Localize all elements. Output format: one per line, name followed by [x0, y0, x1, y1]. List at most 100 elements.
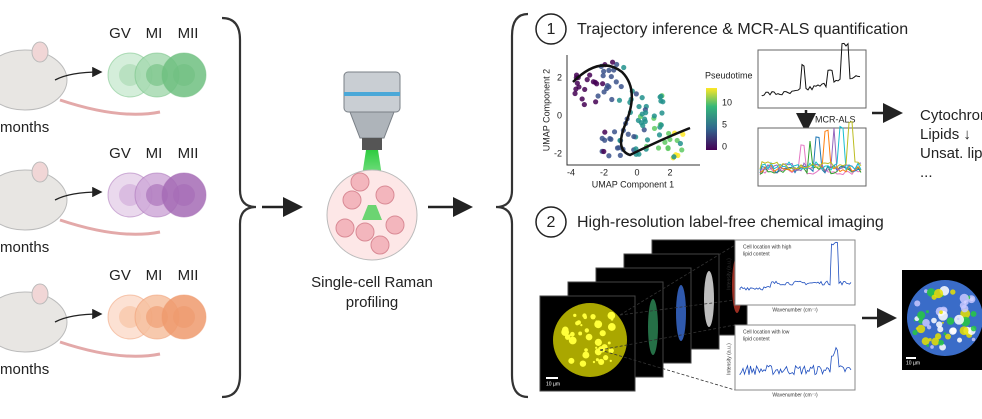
scale-bar [546, 377, 558, 379]
lipid [594, 338, 602, 346]
result-spot [924, 289, 928, 294]
umap-point [633, 91, 639, 97]
result-spot [970, 325, 977, 332]
result-spot [943, 332, 947, 336]
umap-point [606, 67, 612, 73]
label: MII [178, 25, 199, 42]
umap-point [658, 122, 664, 128]
lipid [580, 323, 583, 327]
umap-point [658, 93, 664, 99]
umap-point [641, 127, 647, 133]
channel [648, 299, 658, 355]
result-spot [926, 288, 936, 297]
lipid [569, 337, 576, 344]
nucleus [173, 306, 195, 328]
result-spot [957, 337, 963, 343]
pointer [54, 186, 103, 201]
pointer [54, 66, 103, 81]
lipid [583, 315, 588, 320]
component [759, 125, 862, 171]
lipid [607, 323, 616, 331]
umap-point [616, 97, 623, 103]
label: GV [109, 25, 131, 42]
umap-point [639, 111, 645, 117]
label: Trajectory inference & MCR-ALS quantific… [577, 21, 908, 38]
brace [221, 16, 257, 399]
umap-point [590, 79, 596, 85]
connector [619, 244, 736, 316]
result-spot [917, 311, 926, 320]
mouse-tail [59, 340, 161, 358]
mouse-tail [59, 218, 161, 236]
label: Wavenumber (cm⁻¹) [772, 307, 818, 313]
lipid [592, 360, 596, 364]
label: MI [146, 25, 163, 42]
label: Unsat. lipi [920, 145, 982, 162]
result-spot [957, 317, 960, 321]
lipid [603, 354, 609, 361]
umap-point [638, 120, 644, 126]
microscope-band [344, 92, 400, 96]
umap-point [609, 96, 615, 103]
lipid [610, 317, 614, 321]
result-spot [971, 337, 976, 342]
trajectory [572, 64, 691, 157]
inset [734, 324, 856, 391]
lipid [561, 328, 570, 337]
lipid [584, 328, 589, 333]
umap-point [679, 147, 685, 153]
label: 1 [547, 21, 556, 38]
umap-point [581, 101, 587, 108]
umap-point [659, 110, 665, 116]
cell [342, 190, 362, 210]
umap-point [671, 154, 677, 160]
label: 0 [557, 110, 562, 120]
umap-point [600, 81, 606, 87]
label: Intensity (a.u.) [726, 258, 732, 290]
cell [335, 218, 355, 238]
umap-point [617, 152, 623, 158]
result-spot [926, 325, 932, 330]
umap-point [611, 129, 618, 135]
umap-point [651, 125, 658, 132]
result-spot [946, 317, 955, 325]
umap-point [662, 139, 668, 145]
result-spot [926, 344, 930, 347]
result-spot [925, 310, 929, 314]
label: lipid content [743, 251, 770, 257]
label: Cell location with low [743, 329, 790, 335]
result-spot [938, 339, 944, 346]
mouse-body [0, 169, 68, 231]
mouse-tail [59, 98, 161, 116]
result-spot [931, 337, 940, 346]
lipid [576, 320, 581, 325]
umap-point [602, 129, 608, 135]
label: months [0, 361, 49, 378]
cell [385, 215, 405, 235]
label: Wavenumber (cm⁻¹) [772, 392, 818, 398]
umap-point [655, 145, 662, 151]
lipid [608, 347, 614, 354]
nucleus [173, 184, 195, 206]
lipid [590, 314, 596, 320]
result-spot [934, 333, 942, 340]
lipid [578, 331, 583, 336]
lipid [594, 320, 603, 329]
umap-point [613, 79, 619, 85]
label: 5 [722, 119, 727, 129]
lipid [595, 346, 598, 349]
label: ... [920, 164, 933, 181]
result-spot [959, 326, 969, 336]
umap-point [609, 59, 616, 65]
lipid [584, 348, 588, 352]
nucleus [173, 64, 195, 86]
label: MCR-ALS [815, 114, 856, 124]
umap-point [584, 77, 590, 83]
umap-point [606, 84, 612, 90]
umap-point [625, 131, 631, 137]
colorbar [706, 88, 717, 150]
result-spot [941, 321, 944, 324]
umap-point [579, 96, 585, 102]
umap-point [582, 86, 588, 93]
